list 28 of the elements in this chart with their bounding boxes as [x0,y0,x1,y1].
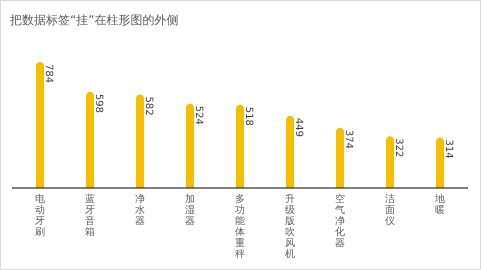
x-tick-label: 空气净化器 [335,193,345,249]
bar [386,136,394,188]
x-tick-label: 加湿器 [185,193,195,227]
data-label: 314 [443,140,454,159]
data-label: 582 [143,96,154,116]
bar [236,104,244,188]
bar [36,62,44,188]
bar [186,104,194,188]
chart-title: 把数据标签“挂”在柱形图的外侧 [10,13,178,27]
data-label: 449 [293,118,304,137]
data-label: 598 [93,94,104,113]
data-label: 374 [343,130,354,149]
x-tick-label: 洁面仪 [385,193,395,227]
bar [286,116,294,188]
data-label: 784 [43,64,54,84]
x-tick-label: 蓝牙音箱 [85,193,95,238]
x-tick-label: 净水器 [135,193,145,227]
data-label: 518 [243,106,254,126]
bar [136,94,144,188]
x-tick-label: 电动牙刷 [35,193,45,238]
x-tick-label: 多功能体重秤 [235,193,245,260]
data-label: 322 [393,138,404,158]
data-label: 524 [193,106,204,125]
x-tick-label: 地暖 [434,193,445,216]
bar [336,128,344,188]
bar [436,138,444,188]
bar [86,92,94,188]
x-tick-label: 升级版吹风机 [285,193,295,260]
